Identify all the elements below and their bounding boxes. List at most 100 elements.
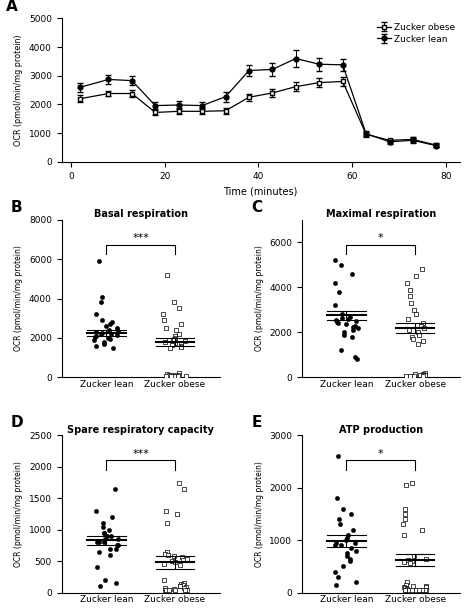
Point	[412, 271, 419, 281]
Text: C: C	[251, 200, 262, 215]
Point	[410, 371, 418, 381]
Point	[98, 329, 105, 339]
Point	[178, 342, 185, 352]
Point	[340, 330, 348, 340]
Point	[114, 541, 121, 551]
Point	[401, 584, 409, 593]
Point	[101, 534, 109, 544]
Point	[161, 315, 168, 325]
Point	[419, 585, 426, 595]
Point	[422, 582, 430, 591]
Text: ***: ***	[132, 449, 149, 459]
Point	[335, 514, 343, 524]
Point	[163, 506, 170, 516]
Point	[181, 583, 188, 593]
Point	[177, 319, 185, 329]
Point	[422, 554, 430, 563]
Point	[183, 554, 191, 563]
Point	[172, 325, 180, 335]
Point	[105, 525, 113, 535]
Point	[102, 321, 110, 331]
Point	[163, 547, 171, 557]
Point	[170, 584, 178, 594]
Point	[176, 560, 184, 570]
Point	[413, 585, 420, 595]
Point	[95, 538, 103, 547]
Point	[182, 336, 189, 346]
Point	[161, 584, 169, 593]
Point	[332, 315, 339, 325]
Point	[408, 585, 416, 595]
Point	[332, 538, 340, 547]
Title: Spare respiratory capacity: Spare respiratory capacity	[67, 425, 214, 434]
Point	[93, 563, 101, 573]
Point	[175, 478, 183, 488]
Point	[334, 493, 341, 503]
Point	[421, 370, 428, 380]
Point	[166, 370, 174, 380]
Point	[173, 509, 180, 519]
Point	[162, 371, 170, 381]
Point	[93, 506, 100, 516]
Point	[93, 538, 100, 547]
Point	[407, 298, 415, 308]
Point	[412, 309, 420, 319]
Point	[423, 585, 430, 595]
Point	[334, 317, 341, 327]
Point	[176, 581, 184, 591]
Text: A: A	[6, 0, 18, 14]
Point	[99, 519, 107, 529]
Point	[172, 558, 179, 568]
Point	[348, 269, 356, 279]
Point	[114, 534, 121, 544]
Point	[406, 285, 414, 295]
Point	[418, 585, 425, 595]
Point	[416, 370, 424, 380]
Point	[346, 554, 354, 563]
Point	[162, 585, 169, 595]
Point	[340, 327, 347, 337]
Point	[177, 580, 184, 590]
Point	[337, 541, 345, 551]
Point	[107, 334, 114, 344]
Point	[353, 546, 360, 555]
Point	[338, 313, 346, 323]
Point	[337, 519, 344, 529]
Text: D: D	[11, 415, 24, 430]
Point	[100, 528, 108, 538]
Point	[100, 339, 108, 349]
Point	[164, 270, 171, 280]
Point	[163, 585, 170, 595]
Point	[181, 585, 189, 595]
Point	[170, 334, 178, 344]
Point	[331, 278, 338, 288]
Point	[170, 551, 178, 561]
Point	[109, 512, 116, 522]
Point	[168, 556, 176, 566]
Point	[347, 509, 355, 519]
Legend: Zucker obese, Zucker lean: Zucker obese, Zucker lean	[377, 23, 455, 43]
Point	[168, 340, 176, 349]
Point	[400, 557, 407, 567]
Point	[331, 255, 339, 265]
Point	[337, 345, 345, 355]
Point	[100, 538, 108, 547]
Point	[414, 327, 422, 337]
Point	[172, 333, 179, 343]
Point	[99, 522, 107, 532]
Point	[176, 582, 183, 591]
Point	[346, 312, 354, 321]
Point	[163, 519, 170, 529]
Y-axis label: OCR (pmol/min/mg protein): OCR (pmol/min/mg protein)	[14, 246, 23, 351]
Point	[175, 368, 183, 378]
Point	[345, 314, 352, 324]
Point	[401, 509, 409, 519]
X-axis label: Time (minutes): Time (minutes)	[224, 186, 298, 196]
Point	[160, 559, 168, 569]
Point	[406, 325, 413, 335]
Point	[343, 549, 351, 558]
Point	[113, 330, 120, 340]
Point	[419, 370, 427, 379]
Point	[100, 337, 108, 346]
Point	[111, 484, 118, 494]
